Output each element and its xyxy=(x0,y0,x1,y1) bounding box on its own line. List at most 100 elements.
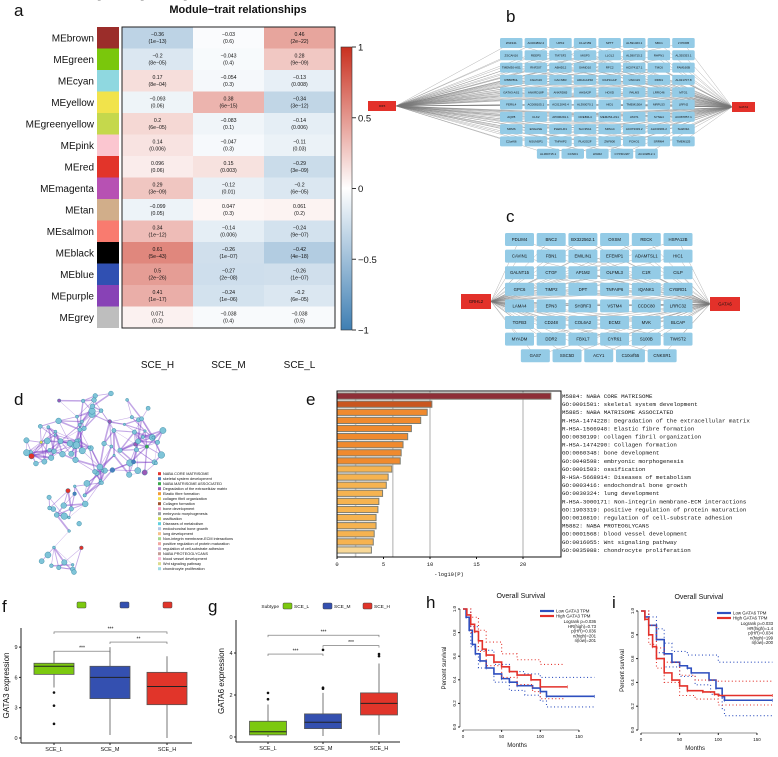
gene-node-label: MEM254-AS1 xyxy=(600,115,619,119)
term-label: GO:1903319: positive regulation of prote… xyxy=(562,506,746,513)
network-edge xyxy=(395,67,561,107)
term-node xyxy=(101,440,107,447)
column-label: SCE_M xyxy=(211,360,245,371)
network-edge xyxy=(113,430,136,445)
enrichment-bar xyxy=(336,505,379,514)
gene-node-label: LPAR2 xyxy=(593,152,603,156)
term-node xyxy=(96,463,103,471)
gene-node-label: DPT xyxy=(579,287,588,292)
correlation-value: −0.27 xyxy=(222,269,235,275)
legend-swatch xyxy=(158,477,161,481)
gene-node-label: EPN3 xyxy=(546,303,558,308)
network-edge xyxy=(48,497,65,517)
gene-node-label: MTG1 xyxy=(679,90,688,94)
legend-label: Low GATA3 TPM xyxy=(556,609,590,614)
significance-label: ** xyxy=(137,637,141,643)
network-edge xyxy=(84,482,103,496)
term-node xyxy=(134,467,142,474)
x-tick-label: SCE_H xyxy=(370,746,388,752)
gene-node xyxy=(536,316,566,329)
gene-node-label: TIMP2 xyxy=(545,287,558,292)
legend-swatch xyxy=(158,557,161,561)
legend-swatch xyxy=(158,492,161,496)
network-edge xyxy=(99,446,112,468)
gene-node xyxy=(598,62,621,73)
term-node xyxy=(79,545,84,550)
gene-node-box xyxy=(600,266,630,280)
term-node xyxy=(76,521,82,527)
gene-node xyxy=(647,74,671,85)
heatmap-cell xyxy=(193,113,264,135)
term-node xyxy=(122,422,126,426)
legend-label: chondrocyte proliferation xyxy=(163,567,205,571)
p-value: (6e−05) xyxy=(148,125,166,131)
gene-node-label: REEP5 xyxy=(531,53,541,57)
x-axis-label: Months xyxy=(507,743,527,749)
x-tick-label: 20 xyxy=(520,561,527,568)
gene-node xyxy=(600,233,630,246)
gene-node xyxy=(500,50,523,61)
gene-node-box xyxy=(500,136,523,147)
term-node xyxy=(71,563,75,567)
gene-node-box xyxy=(505,282,534,296)
gene-node-box xyxy=(623,124,646,135)
correlation-value: 0.41 xyxy=(152,290,162,296)
y-tick-label: 0.4 xyxy=(452,676,457,683)
term-node xyxy=(99,480,104,485)
gene-node-label: AP006291.1 xyxy=(552,115,569,119)
gene-node-box xyxy=(573,74,597,85)
network-edge xyxy=(73,547,82,573)
heatmap-cell xyxy=(264,220,335,242)
gene-node-box xyxy=(505,249,534,263)
legend-swatch xyxy=(158,507,161,511)
gene-node-label: TGFB3 xyxy=(513,320,527,325)
gene-node-box xyxy=(524,136,548,147)
gene-node xyxy=(663,233,693,246)
legend-swatch xyxy=(162,601,173,609)
gene-node-box xyxy=(584,349,614,363)
correlation-value: −0.24 xyxy=(222,290,235,296)
network-edge xyxy=(582,255,711,305)
gene-node xyxy=(598,38,621,48)
heatmap-cell xyxy=(193,91,264,113)
heatmap-cell xyxy=(264,242,335,264)
term-label: R-HSA-1474290: Collagen formation xyxy=(562,442,677,449)
gene-node-box xyxy=(549,87,572,98)
gene-node xyxy=(663,316,693,329)
legend-label: SCE_H xyxy=(374,604,391,610)
network-edge xyxy=(395,105,684,142)
panel-label-h: h xyxy=(426,593,435,612)
hub-node-box xyxy=(461,294,491,309)
heatmap-cell xyxy=(193,242,264,264)
gene-node xyxy=(536,299,566,313)
correlation-value: −0.083 xyxy=(220,118,236,124)
gene-node xyxy=(549,87,572,98)
correlation-value: 0.096 xyxy=(151,161,164,167)
gene-node xyxy=(524,111,548,122)
gene-node-label: TMEM30-AS1 xyxy=(502,66,521,70)
network-edge xyxy=(103,421,111,444)
term-label: GO:0035988: chondrocyte proliferation xyxy=(562,547,691,554)
gene-node-label: CD248 xyxy=(545,320,559,325)
gene-node-label: RFC2 xyxy=(606,66,614,70)
gene-node xyxy=(549,111,572,122)
colorbar-tick-label: 0.5 xyxy=(358,113,371,124)
term-node xyxy=(57,398,62,403)
correlation-value: −0.047 xyxy=(220,140,236,146)
correlation-value: −0.2 xyxy=(152,54,162,60)
gene-node-box xyxy=(500,62,523,73)
gene-node xyxy=(505,266,534,280)
gene-node-label: AC012045.4 xyxy=(552,103,569,107)
gene-node-box xyxy=(568,332,598,346)
y-axis-label: GATA3 expression xyxy=(2,653,11,719)
network-edge xyxy=(109,421,125,425)
term-node xyxy=(92,393,98,399)
gene-node-box xyxy=(536,249,566,263)
gene-node-label: PLA2G2F xyxy=(578,139,591,143)
confidence-interval-line xyxy=(641,610,773,706)
gene-node-box xyxy=(549,50,572,61)
p-value: (0.1) xyxy=(223,125,234,131)
gene-node-box xyxy=(536,266,566,280)
gene-node-label: TNFAIP6 xyxy=(606,287,624,292)
term-node xyxy=(33,460,39,467)
